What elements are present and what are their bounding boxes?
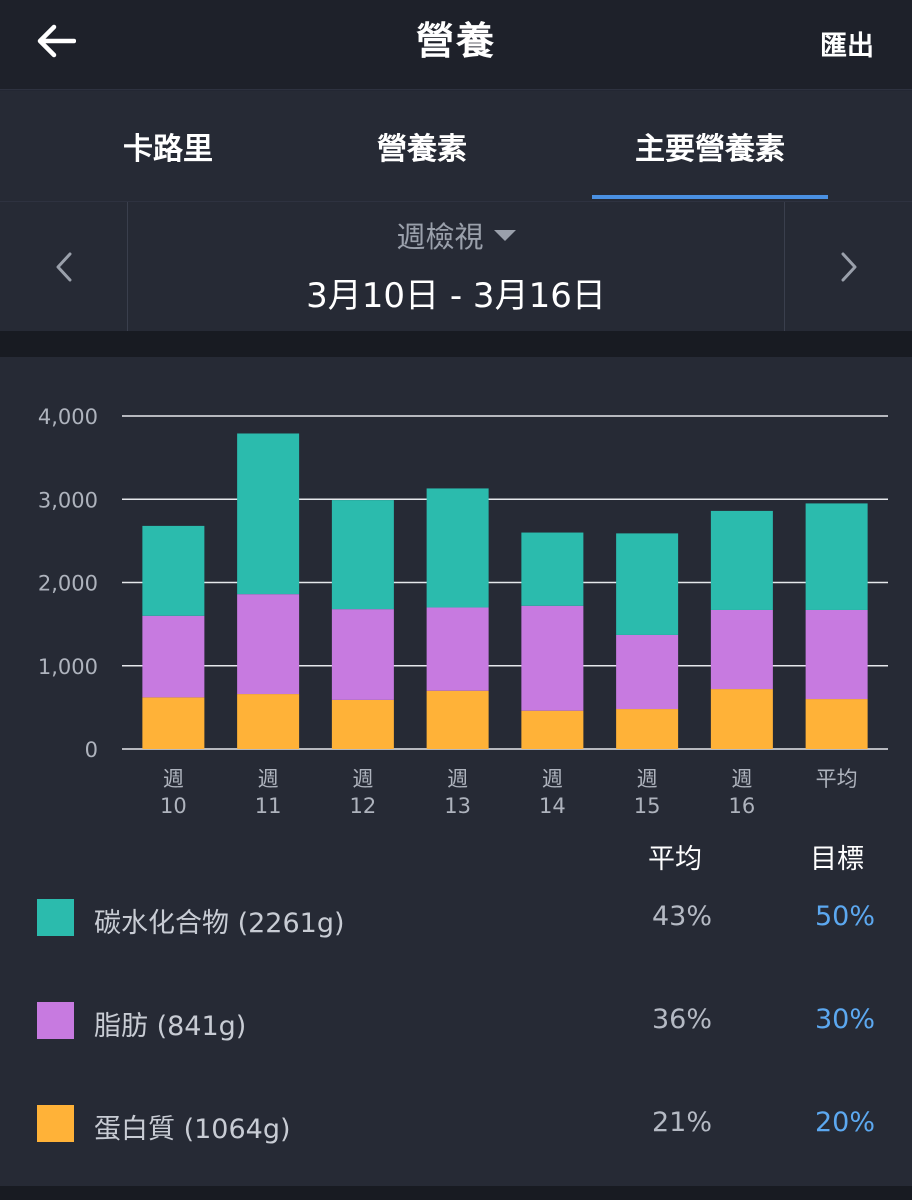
x-tick-label: 13	[444, 794, 471, 818]
legend-average-value: 36%	[652, 1004, 713, 1035]
tab-macronutrients[interactable]: 主要營養素	[635, 132, 785, 167]
export-button[interactable]: 匯出	[820, 31, 874, 62]
bar-segment-carbs	[237, 433, 300, 595]
legend-row-fat: 脂肪 (841g) 36% 30%	[0, 1002, 912, 1042]
bar-segment-fat	[331, 609, 394, 700]
bar-segment-fat	[805, 609, 868, 700]
bar-segment-protein	[142, 697, 205, 749]
arrow-left-icon	[37, 24, 76, 58]
x-tick-label: 14	[539, 794, 566, 818]
previous-period-button[interactable]	[0, 202, 128, 332]
date-range-label: 3月10日 - 3月16日	[306, 276, 606, 316]
bar-segment-carbs	[805, 503, 868, 610]
stacked-bar-chart: 0 1,000 2,000 3,000 4,000 週 10 週 11 週 12 週 13 週 14 週 15 週…	[38, 405, 888, 818]
top-bar: 營養 匯出	[0, 0, 912, 90]
bar-segment-fat	[521, 605, 584, 711]
legend-goal-value: 30%	[815, 1004, 876, 1035]
legend-row-protein: 蛋白質 (1064g) 21% 20%	[0, 1105, 912, 1145]
y-tick-label: 0	[85, 738, 98, 762]
x-tick-label: 15	[634, 794, 661, 818]
x-tick-label: 週	[542, 767, 563, 791]
x-tick-label: 週	[258, 767, 279, 791]
legend-goal-value: 20%	[815, 1107, 876, 1138]
back-button[interactable]	[30, 18, 82, 64]
x-tick-label: 週	[637, 767, 658, 791]
bar-segment-protein	[237, 694, 300, 749]
active-tab-indicator	[592, 195, 828, 199]
legend-label: 脂肪 (841g)	[94, 1011, 247, 1042]
macronutrient-panel: 0 1,000 2,000 3,000 4,000 週 10 週 11 週 12 週 13 週 14 週 15 週…	[0, 357, 912, 1200]
x-tick-label: 10	[160, 794, 187, 818]
bar-segment-protein	[710, 689, 773, 749]
chevron-right-icon	[841, 252, 856, 282]
bar-segment-fat	[426, 607, 489, 691]
legend-average-value: 21%	[652, 1107, 713, 1138]
bottom-edge	[0, 1186, 912, 1200]
protein-color-swatch	[37, 1105, 74, 1142]
bar-segment-fat	[710, 609, 773, 690]
y-tick-label: 2,000	[38, 572, 98, 596]
x-tick-label: 16	[729, 794, 756, 818]
carbs-color-swatch	[37, 899, 74, 936]
x-tick-label: 平均	[816, 767, 858, 791]
section-divider	[0, 331, 912, 357]
bar-segment-protein	[616, 709, 679, 749]
bar-segment-carbs	[142, 525, 205, 616]
tab-nutrients[interactable]: 營養素	[377, 132, 467, 167]
caret-down-icon	[493, 229, 516, 241]
period-label: 週檢視	[396, 220, 484, 254]
bar-segment-carbs	[426, 488, 489, 608]
bar-segment-carbs	[710, 510, 773, 610]
x-tick-label: 週	[447, 767, 468, 791]
y-tick-label: 1,000	[38, 655, 98, 679]
tab-bar: 卡路里 營養素 主要營養素	[0, 91, 912, 201]
bar-segment-protein	[331, 699, 394, 749]
x-tick-label: 11	[255, 794, 282, 818]
bar-segment-carbs	[331, 500, 394, 610]
bar-segment-protein	[805, 699, 868, 749]
x-tick-label: 12	[350, 794, 377, 818]
bar-segment-carbs	[521, 532, 584, 606]
bar-segment-fat	[616, 634, 679, 710]
bar-segment-carbs	[616, 533, 679, 635]
bar-segment-fat	[142, 615, 205, 698]
bar-segment-protein	[521, 710, 584, 749]
bar-segment-protein	[426, 690, 489, 749]
tab-calories[interactable]: 卡路里	[123, 132, 213, 167]
y-tick-label: 4,000	[38, 405, 98, 429]
legend-row-carbs: 碳水化合物 (2261g) 43% 50%	[0, 899, 912, 939]
legend-goal-value: 50%	[815, 901, 876, 932]
page-title: 營養	[415, 19, 496, 63]
period-dropdown[interactable]: 週檢視	[128, 214, 784, 256]
date-navigator: 週檢視 3月10日 - 3月16日	[0, 201, 912, 332]
next-period-button[interactable]	[784, 202, 912, 332]
legend-header-average: 平均	[648, 844, 702, 875]
legend-average-value: 43%	[652, 901, 713, 932]
x-tick-label: 週	[352, 767, 373, 791]
legend-header-goal: 目標	[810, 844, 864, 875]
fat-color-swatch	[37, 1002, 74, 1039]
bar-segment-fat	[237, 594, 300, 695]
x-tick-label: 週	[731, 767, 752, 791]
x-tick-label: 週	[163, 767, 184, 791]
legend-label: 碳水化合物 (2261g)	[94, 908, 345, 939]
legend-label: 蛋白質 (1064g)	[94, 1114, 291, 1145]
chevron-left-icon	[56, 252, 71, 282]
y-tick-label: 3,000	[38, 488, 98, 512]
